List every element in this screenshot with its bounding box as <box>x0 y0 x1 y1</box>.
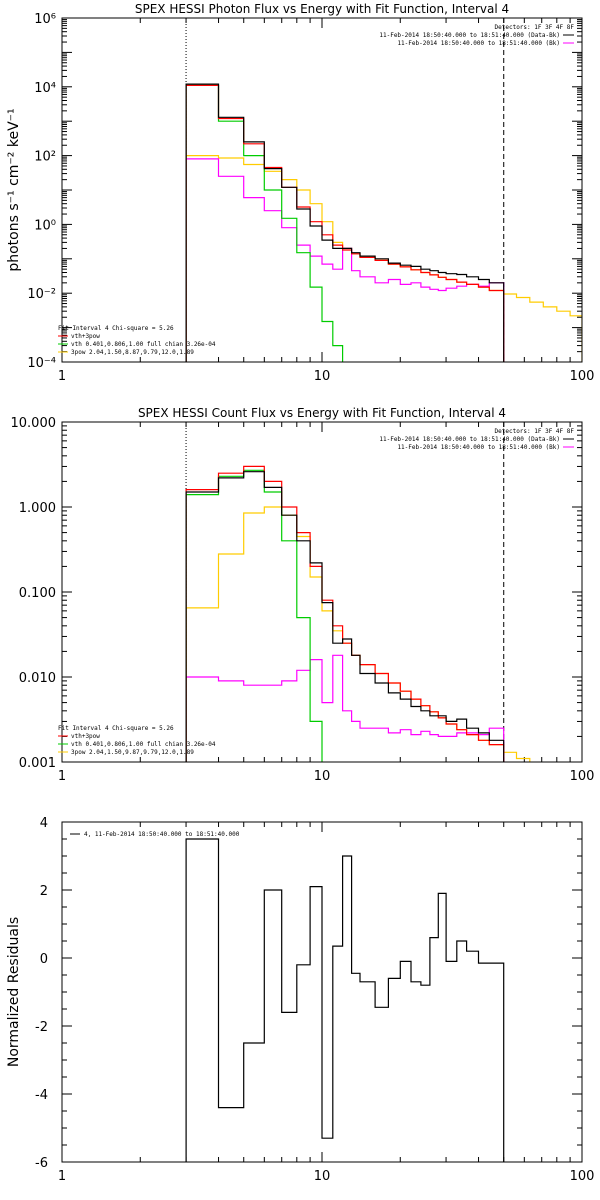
plot-frame <box>61 17 583 363</box>
y-tick-label: 10⁻² <box>27 287 56 302</box>
y-tick-label: 0.010 <box>19 671 56 686</box>
y-tick-label: 1.000 <box>19 501 56 516</box>
y-tick-label: 10⁶ <box>34 12 56 27</box>
series-line-Bk <box>185 158 505 362</box>
chart-title: SPEX HESSI Count Flux vs Energy with Fit… <box>138 406 506 420</box>
legend-fit-text: 3pow 2.04,1.50,9.87,9.79,12.0,1.89 <box>71 749 194 756</box>
series-line-vth <box>185 84 344 362</box>
series-line-Data-Bk <box>185 83 505 362</box>
x-tick-label: 10 <box>314 769 331 784</box>
legend-fit-text: vth+3pow <box>71 733 100 740</box>
y-axis-label: photons s⁻¹ cm⁻² keV⁻¹ <box>6 108 22 271</box>
series-group <box>185 838 505 1162</box>
y-tick-label: 10⁰ <box>34 218 56 233</box>
y-tick-label: 10² <box>34 150 56 165</box>
plot-frame <box>61 421 583 763</box>
y-axis-label: Normalized Residuals <box>6 917 22 1067</box>
series-line-residuals <box>185 838 505 1162</box>
y-tick-label: 10.000 <box>11 416 57 431</box>
series-line-Data-Bk <box>185 471 505 762</box>
y-tick-label: -4 <box>35 1088 48 1103</box>
x-tick-label: 1 <box>58 369 66 384</box>
series-group <box>185 465 531 762</box>
legend-fit-header: Fit Interval 4 Chi-square = 5.26 <box>58 325 174 332</box>
series-group <box>185 83 582 362</box>
plot-frame <box>61 821 583 1163</box>
legend-entry-text: 11-Feb-2014 18:50:40.000 to 18:51:40.000… <box>397 40 560 47</box>
legend-entry-text: 11-Feb-2014 18:50:40.000 to 18:51:40.000… <box>379 436 560 443</box>
series-line-3pow <box>185 155 582 362</box>
legend-fit-text: 3pow 2.04,1.50,8.87,9.79,12.0,1.89 <box>71 349 194 356</box>
x-tick-label: 10 <box>314 1169 331 1184</box>
y-tick-label: 0.001 <box>19 756 56 771</box>
y-tick-label: 2 <box>40 884 48 899</box>
x-tick-label: 100 <box>570 769 595 784</box>
legend-detectors: Detectors: 1F 3F 4F 8F <box>495 428 575 435</box>
x-tick-label: 100 <box>570 369 595 384</box>
x-tick-label: 100 <box>570 1169 595 1184</box>
y-tick-label: 10⁴ <box>34 81 56 96</box>
y-tick-label: 4 <box>40 816 48 831</box>
y-tick-label: 0 <box>40 952 48 967</box>
legend-fit-text: vth 0.401,0.806,1.00 full chian 3.26e-04 <box>71 741 216 748</box>
chart-title: SPEX HESSI Photon Flux vs Energy with Fi… <box>135 2 509 16</box>
legend-entry-text: 11-Feb-2014 18:50:40.000 to 18:51:40.000… <box>379 32 560 39</box>
legend-fit-text: vth+3pow <box>71 333 100 340</box>
y-tick-label: -2 <box>35 1020 48 1035</box>
chart-panel-2: SPEX HESSI Count Flux vs Energy with Fit… <box>11 406 595 784</box>
x-tick-label: 10 <box>314 369 331 384</box>
y-tick-label: -6 <box>35 1156 48 1171</box>
legend-residual-text: 4, 11-Feb-2014 18:50:40.000 to 18:51:40.… <box>84 831 240 838</box>
chart-panel-3: 1 10 100 -6 -4 -2 0 2 4 Normalized Residuals 4, 11… <box>6 816 594 1184</box>
legend-fit-text: vth 0.401,0.806,1.00 full chian 3.26e-04 <box>71 341 216 348</box>
y-tick-label: 0.100 <box>19 586 56 601</box>
series-line-vth+3pow <box>185 84 505 362</box>
series-line-vth <box>185 469 323 762</box>
x-tick-label: 1 <box>58 769 66 784</box>
chart-panel-1: SPEX HESSI Photon Flux vs Energy with Fi… <box>6 2 595 384</box>
x-tick-label: 1 <box>58 1169 66 1184</box>
y-tick-label: 10⁻⁴ <box>27 356 56 371</box>
legend-fit-header: Fit Interval 4 Chi-square = 5.26 <box>58 725 174 732</box>
series-line-vth+3pow <box>185 465 505 762</box>
legend-detectors: Detectors: 1F 3F 4F 8F <box>495 24 575 31</box>
legend-entry-text: 11-Feb-2014 18:50:40.000 to 18:51:40.000… <box>397 444 560 451</box>
series-line-Bk <box>185 654 505 762</box>
